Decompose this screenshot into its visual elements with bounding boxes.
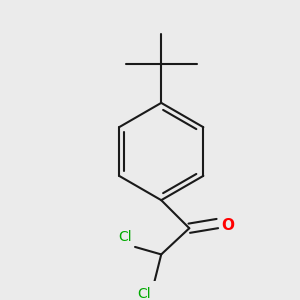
Text: Cl: Cl (137, 287, 151, 300)
Text: O: O (221, 218, 234, 233)
Text: Cl: Cl (118, 230, 132, 244)
